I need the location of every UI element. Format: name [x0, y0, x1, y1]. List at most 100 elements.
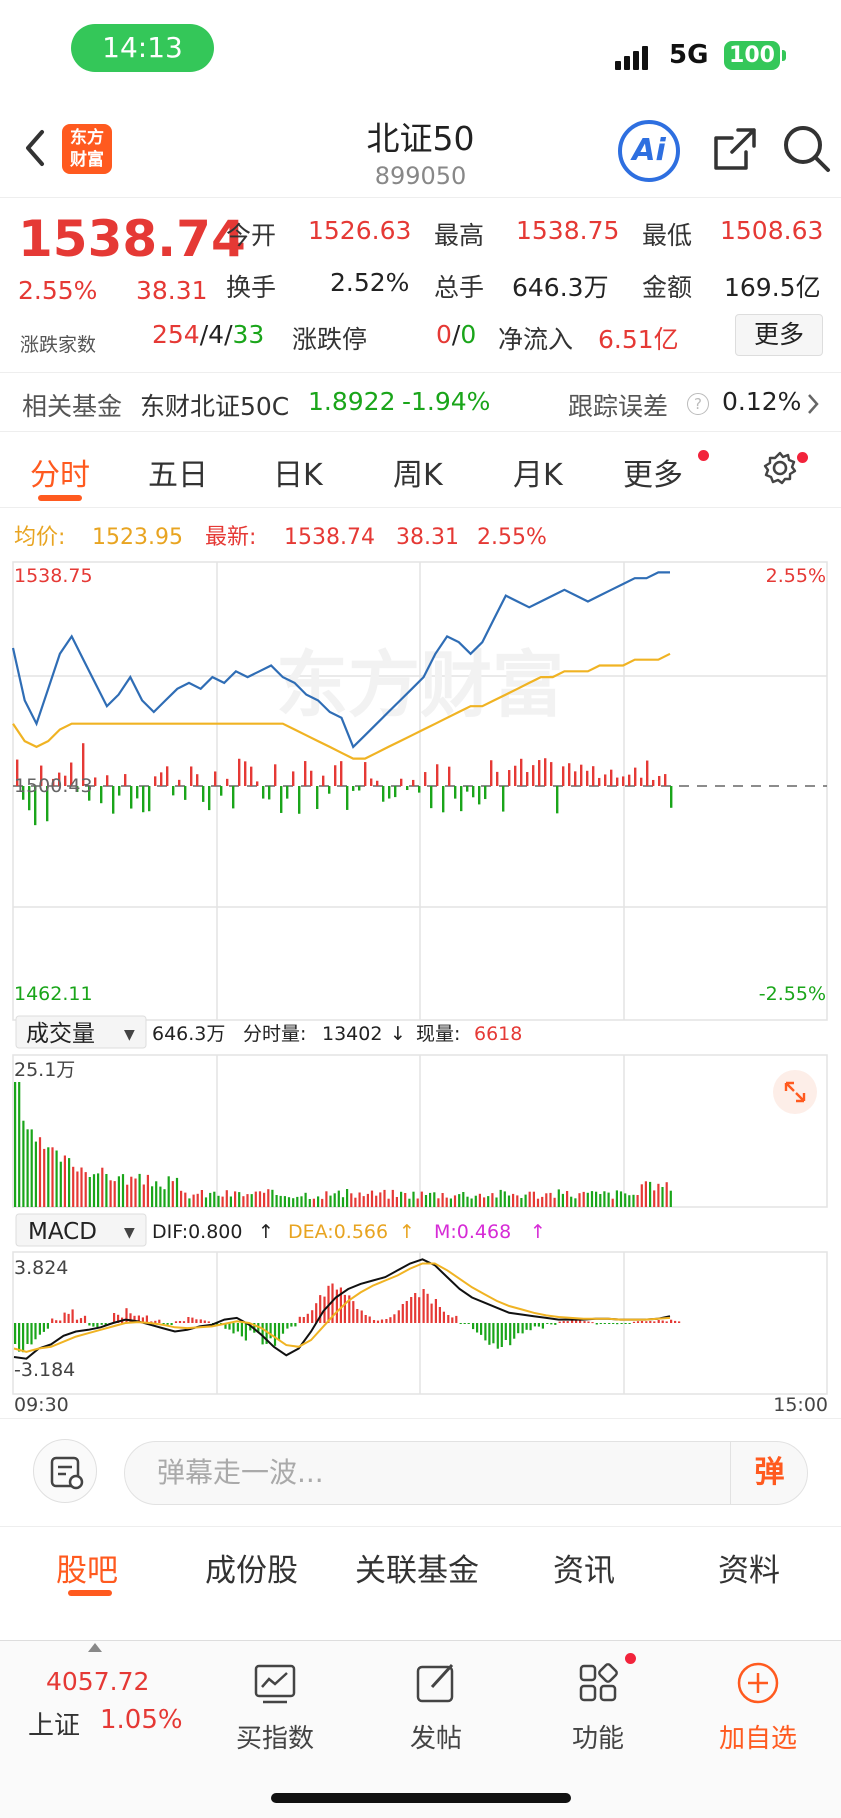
- volume-bar: [462, 1192, 465, 1207]
- macd-bar: [265, 1323, 268, 1344]
- flow-bar: [34, 786, 37, 826]
- macd-bar: [46, 1323, 49, 1329]
- minute-flow-bars: [16, 743, 673, 826]
- danmu-send-button[interactable]: 弹: [730, 1441, 808, 1505]
- share-icon[interactable]: [712, 126, 758, 172]
- macd-select[interactable]: [15, 1213, 147, 1247]
- volume-bar: [242, 1196, 245, 1207]
- tab-five-day[interactable]: 五日: [148, 458, 208, 493]
- tab-intraday[interactable]: 分时: [30, 458, 90, 493]
- macd-bar: [571, 1319, 574, 1323]
- tracking-error-label: 跟踪误差: [568, 392, 669, 421]
- danmu-bar: 弹幕走一波... 弹: [0, 1418, 841, 1526]
- help-icon[interactable]: ?: [687, 393, 709, 415]
- app-logo[interactable]: 东方财富: [62, 124, 112, 174]
- flow-bar: [70, 762, 73, 786]
- volume-bar: [308, 1199, 311, 1207]
- volume-bar: [163, 1189, 166, 1207]
- post-button[interactable]: 发帖: [371, 1653, 501, 1755]
- tab-components[interactable]: 成份股: [205, 1553, 298, 1589]
- macd-bar: [674, 1320, 677, 1323]
- volume-bar: [595, 1191, 598, 1207]
- volume-bar: [512, 1193, 515, 1207]
- volume-bar: [113, 1181, 116, 1207]
- macd-bar: [558, 1321, 561, 1323]
- current-vol-label: 现量:: [416, 1023, 460, 1045]
- back-icon[interactable]: [20, 128, 50, 168]
- buy-index-button[interactable]: 买指数: [210, 1653, 340, 1755]
- volume-bar: [458, 1194, 461, 1207]
- index-pct[interactable]: 1.05%: [100, 1705, 183, 1735]
- macd-bar: [389, 1317, 392, 1323]
- flow-bar: [502, 786, 505, 812]
- limit-label: 涨跌停: [292, 325, 368, 354]
- ai-button[interactable]: Ai: [618, 120, 680, 182]
- tab-news[interactable]: 资讯: [553, 1553, 615, 1589]
- danmu-input[interactable]: 弹幕走一波...: [124, 1441, 808, 1505]
- tab-weekly-k[interactable]: 周K: [393, 458, 443, 493]
- volume-bar: [387, 1198, 390, 1207]
- m-value: M:0.468: [434, 1221, 511, 1243]
- functions-dot: [625, 1653, 636, 1664]
- tab-related-funds[interactable]: 关联基金: [355, 1553, 479, 1589]
- macd-bar: [620, 1323, 623, 1324]
- flow-bar: [430, 786, 433, 809]
- tab-monthly-k[interactable]: 月K: [513, 458, 563, 493]
- more-button[interactable]: 更多: [735, 314, 823, 356]
- volume-bar: [665, 1182, 668, 1207]
- macd-bar: [145, 1315, 148, 1323]
- search-icon[interactable]: [780, 122, 832, 174]
- macd-bar: [632, 1321, 636, 1323]
- macd-bar: [480, 1323, 483, 1335]
- danmu-settings-button[interactable]: [33, 1439, 97, 1503]
- macd-bar: [348, 1295, 351, 1323]
- index-value[interactable]: 4057.72: [46, 1667, 150, 1696]
- chart-tabs: 分时 五日 日K 周K 月K 更多: [0, 432, 841, 508]
- danmu-icon: [50, 1456, 84, 1490]
- tab-guba[interactable]: 股吧: [56, 1553, 118, 1589]
- flow-bar: [322, 775, 325, 786]
- low-label: 最低: [642, 221, 693, 250]
- tab-more[interactable]: 更多: [623, 458, 683, 493]
- volume-bar: [196, 1193, 199, 1207]
- volume-bar: [375, 1195, 378, 1207]
- functions-button[interactable]: 功能: [533, 1653, 663, 1755]
- volume-bar: [603, 1191, 606, 1207]
- flow-bar: [598, 777, 601, 786]
- flow-bar: [256, 781, 259, 786]
- volume-bar: [370, 1190, 374, 1207]
- volume-bar: [441, 1193, 444, 1207]
- volume-bar: [424, 1195, 428, 1207]
- expand-icon[interactable]: [773, 1070, 817, 1114]
- macd-bar: [649, 1321, 652, 1323]
- volume-bar: [337, 1190, 340, 1207]
- flow-bar: [250, 766, 253, 786]
- price-line: [11, 571, 670, 749]
- settings-icon[interactable]: [762, 450, 798, 486]
- macd-bar: [356, 1309, 359, 1323]
- macd-bar: [533, 1323, 536, 1327]
- volume-bar: [483, 1197, 486, 1207]
- index-name[interactable]: 上证: [28, 1711, 81, 1741]
- chevron-right-icon[interactable]: [806, 393, 820, 415]
- battery-tip: [782, 50, 786, 61]
- edit-icon: [416, 1663, 454, 1703]
- macd-bar: [83, 1315, 87, 1323]
- macd-bar: [624, 1323, 627, 1324]
- add-watchlist-button[interactable]: 加自选: [693, 1653, 823, 1755]
- tab-profile[interactable]: 资料: [718, 1553, 780, 1589]
- volume-bar: [532, 1191, 535, 1207]
- volume-bar: [325, 1191, 328, 1207]
- volume-bar: [395, 1197, 398, 1207]
- related-fund-row[interactable]: 相关基金 东财北证50C 1.8922 -1.94% 跟踪误差 ? 0.12%: [0, 372, 841, 432]
- volume-bar: [18, 1082, 21, 1207]
- volume-select[interactable]: [15, 1015, 147, 1049]
- time-end-label: 15:00: [773, 1394, 828, 1415]
- flow-bar: [280, 786, 283, 813]
- volume-bar: [155, 1181, 158, 1207]
- tracking-error-value: 0.12%: [722, 387, 802, 416]
- volume-bar: [275, 1195, 278, 1207]
- intraday-chart[interactable]: 均价: 1523.95 最新: 1538.74 38.31 2.55% 东方财富…: [0, 510, 841, 1415]
- tab-daily-k[interactable]: 日K: [273, 458, 323, 493]
- macd-bar: [51, 1318, 54, 1323]
